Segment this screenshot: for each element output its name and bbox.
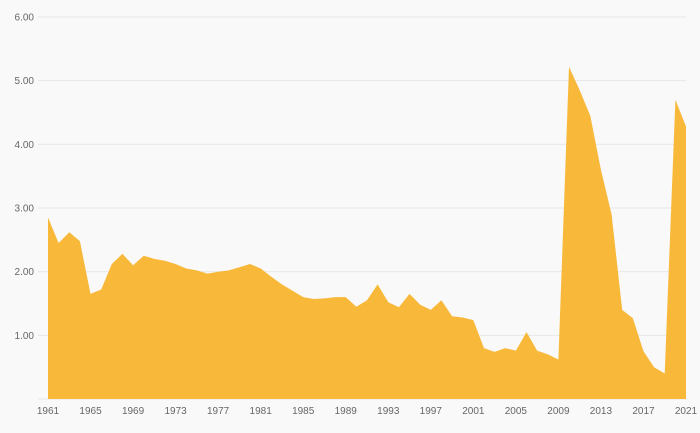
y-tick-label: 2.00: [15, 267, 35, 278]
x-tick-label: 2013: [590, 406, 613, 417]
y-tick-label: 1.00: [15, 331, 35, 342]
x-tick-label: 1993: [377, 406, 400, 417]
x-tick-label: 2021: [675, 406, 698, 417]
x-tick-label: 1997: [420, 406, 443, 417]
y-tick-label: 6.00: [15, 13, 35, 24]
x-tick-label: 2017: [632, 406, 655, 417]
x-tick-label: 1989: [335, 406, 358, 417]
x-tick-label: 2009: [547, 406, 570, 417]
x-tick-label: 1977: [207, 406, 230, 417]
y-tick-label: 4.00: [15, 140, 35, 151]
x-tick-label: 1969: [122, 406, 145, 417]
x-tick-label: 1961: [37, 406, 60, 417]
x-tick-label: 1973: [164, 406, 187, 417]
x-tick-label: 2001: [462, 406, 485, 417]
area-series: [48, 66, 686, 399]
y-tick-label: 3.00: [15, 204, 35, 215]
x-tick-label: 1965: [79, 406, 102, 417]
x-tick-label: 1985: [292, 406, 315, 417]
y-tick-label: 5.00: [15, 76, 35, 87]
x-tick-label: 2005: [505, 406, 528, 417]
x-tick-label: 1981: [250, 406, 273, 417]
